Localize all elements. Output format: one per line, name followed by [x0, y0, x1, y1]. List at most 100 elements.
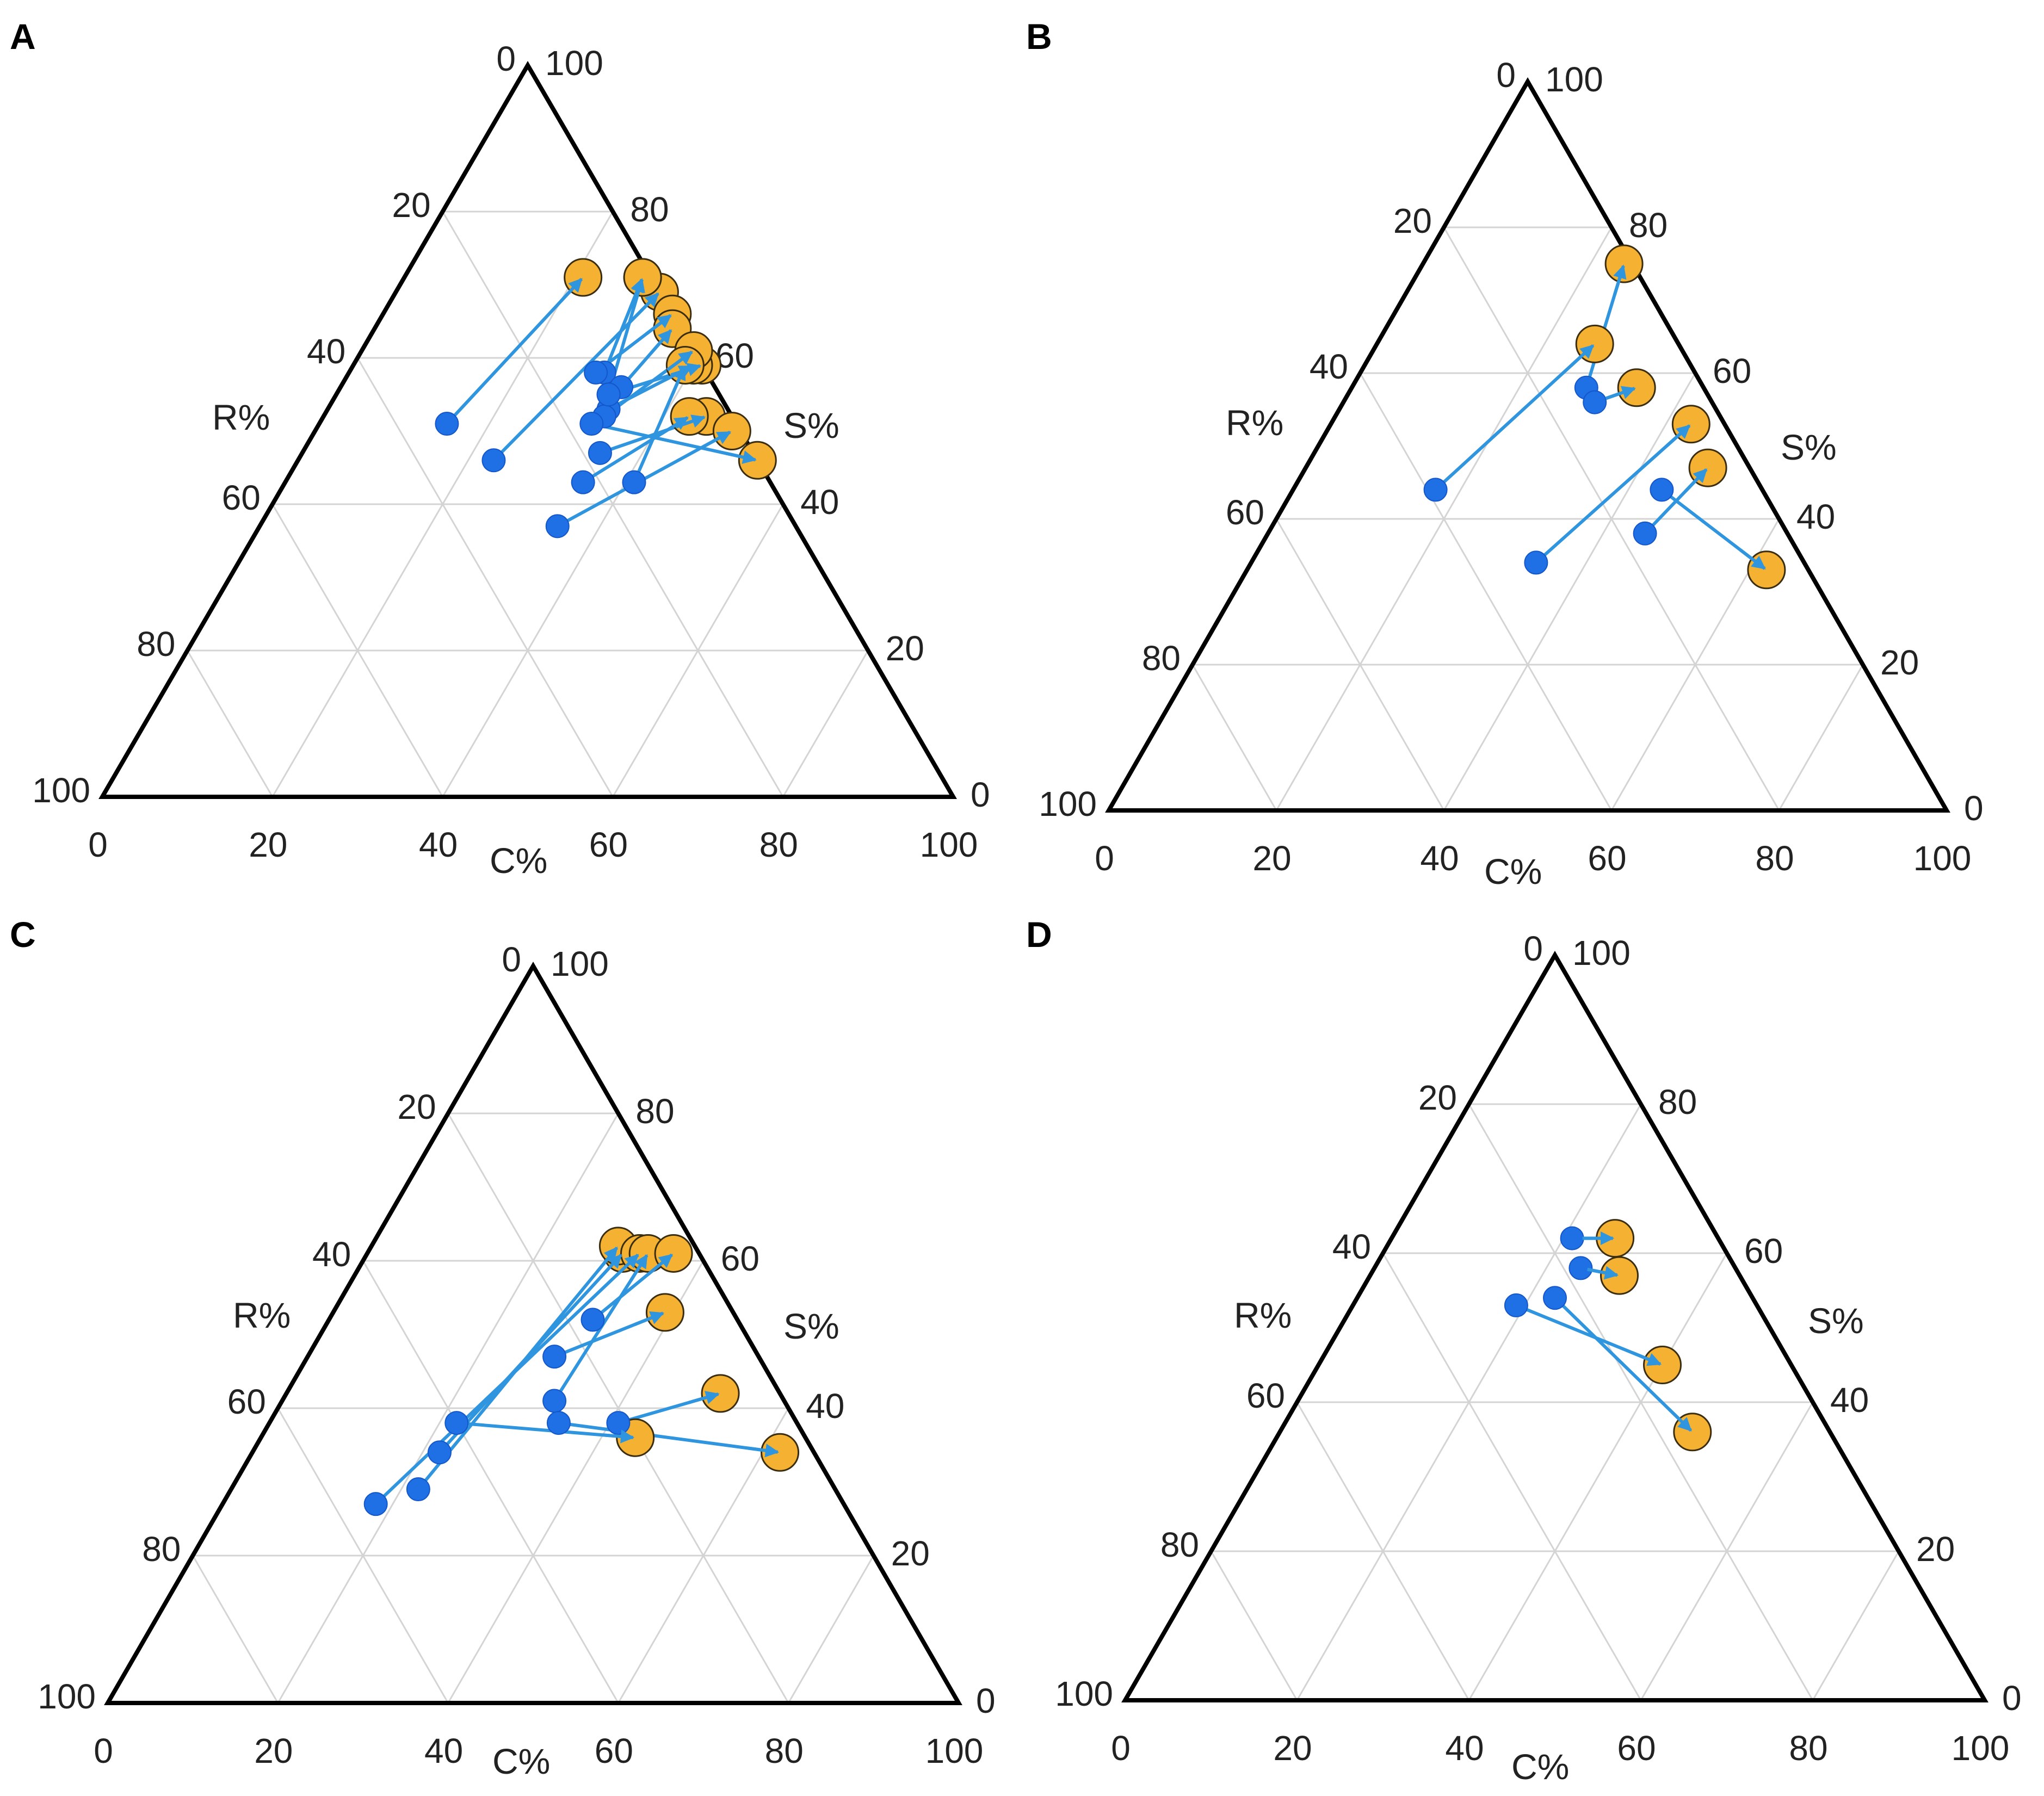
r-tick-label: 0: [502, 940, 521, 979]
shift-arrow-head: [725, 450, 757, 464]
before-point: [1583, 390, 1607, 414]
s-tick-label: 40: [800, 482, 839, 522]
after-point: [654, 1234, 693, 1273]
s-tick-label: 40: [1830, 1380, 1869, 1420]
shift-arrow-head: [1613, 264, 1627, 296]
c-tick-label: 40: [419, 825, 458, 864]
s-tick-label: 0: [976, 1681, 996, 1720]
shift-arrow-head: [1631, 1351, 1662, 1366]
shift-arrow-head: [670, 366, 686, 396]
c-tick-label: 60: [1617, 1729, 1656, 1768]
c-tick-label: 60: [1588, 839, 1626, 878]
before-point: [581, 1308, 605, 1332]
r-tick-label: 100: [1039, 784, 1097, 823]
before-point: [588, 441, 612, 465]
c-tick-label: 100: [1952, 1729, 2010, 1768]
triangle-frame: [1105, 77, 1950, 813]
s-axis-label: S%: [783, 1306, 839, 1346]
grid-line: [362, 1260, 619, 1704]
before-point: [596, 382, 621, 407]
after-point: [738, 441, 777, 480]
r-tick-label: 0: [1523, 929, 1543, 968]
c-tick-label: 100: [920, 825, 978, 864]
after-point: [1643, 1346, 1682, 1384]
grid-line: [271, 504, 443, 797]
shift-arrow-head: [602, 1429, 635, 1444]
shift-arrow-head: [688, 1391, 720, 1404]
r-axis-label: R%: [212, 397, 270, 437]
c-tick-label: 100: [1913, 839, 1972, 878]
c-tick-label: 0: [88, 825, 108, 864]
after-point: [645, 1293, 684, 1332]
before-point: [579, 412, 604, 436]
before-point: [1633, 521, 1657, 546]
before-point: [542, 1389, 567, 1413]
shift-arrow-head: [632, 278, 645, 309]
before-point: [1543, 1286, 1567, 1310]
shift-arrow-head: [1605, 386, 1636, 400]
grid-line: [1382, 1253, 1642, 1701]
after-point: [623, 258, 662, 297]
shift-arrow-head: [629, 1254, 649, 1282]
r-tick-label: 60: [1246, 1376, 1285, 1415]
shift-arrow-head: [1569, 344, 1595, 368]
shift-arrow-head: [747, 1444, 780, 1458]
shift-arrow-head: [559, 277, 583, 303]
r-tick-label: 80: [1160, 1525, 1199, 1564]
s-tick-label: 80: [1658, 1082, 1697, 1122]
shift-arrow-head: [645, 314, 672, 336]
r-tick-label: 80: [137, 624, 175, 664]
shift-arrow-head: [702, 430, 732, 448]
r-tick-label: 20: [1393, 201, 1432, 240]
r-tick-label: 20: [397, 1087, 436, 1126]
r-tick-label: 80: [1142, 639, 1181, 678]
c-tick-label: 80: [1789, 1729, 1827, 1768]
s-tick-label: 20: [886, 629, 924, 668]
grid-line: [1275, 518, 1445, 811]
s-tick-label: 40: [806, 1386, 844, 1426]
grid-line: [356, 357, 614, 797]
ternary-panel-b: B R% S% C% 0 0 0 20 20 20 40 40 40 60 60 60 80 80 80 10…: [1022, 0, 2043, 898]
before-point: [481, 448, 506, 473]
ternary-panel-d: D R% S% C% 0 0 0 20 20 20 40 40 40 60 60 60 80 80 80 10…: [1022, 898, 2043, 1796]
r-tick-label: 40: [307, 332, 345, 371]
shift-arrow: [452, 277, 583, 418]
shift-arrow-head: [634, 1311, 665, 1326]
r-tick-label: 40: [1332, 1227, 1371, 1266]
shift-arrow: [568, 1422, 780, 1458]
ternary-chart-c: C R% S% C% 0 0 0 20 20 20 40 40 40 60 60 60 80 80 80 10…: [10, 914, 996, 1781]
before-point: [622, 470, 646, 494]
panel-letter: B: [1026, 16, 1052, 57]
shift-arrow-head: [666, 350, 693, 371]
before-point: [571, 470, 595, 494]
s-tick-label: 20: [1916, 1529, 1955, 1569]
r-axis-label: R%: [1226, 402, 1283, 443]
grid-line: [447, 1260, 705, 1704]
s-tick-label: 20: [1880, 643, 1919, 682]
r-axis-label: R%: [1234, 1295, 1292, 1335]
before-point: [406, 1477, 430, 1502]
r-tick-label: 60: [1226, 493, 1264, 532]
shift-arrow: [565, 430, 732, 523]
c-tick-label: 80: [765, 1731, 804, 1770]
grid-line: [787, 1555, 874, 1704]
ternary-chart-b: B R% S% C% 0 0 0 20 20 20 40 40 40 60 60 60 80 80 80 10…: [1026, 16, 1984, 891]
grid-line: [612, 504, 784, 797]
shift-arrow-head: [1587, 1266, 1619, 1280]
after-point: [1600, 1256, 1639, 1295]
shift-arrow-head: [635, 292, 659, 317]
c-axis-label: C%: [492, 1741, 550, 1781]
r-tick-label: 40: [1310, 347, 1348, 386]
r-tick-label: 0: [1496, 55, 1516, 95]
shift-arrow-head: [1739, 548, 1766, 570]
before-point: [606, 1411, 631, 1435]
before-point: [1423, 478, 1448, 502]
c-tick-label: 60: [589, 825, 628, 864]
after-point: [1747, 550, 1786, 590]
before-point: [444, 1411, 469, 1435]
r-tick-label: 20: [392, 185, 430, 225]
s-tick-label: 60: [1713, 351, 1751, 391]
before-point: [427, 1440, 452, 1465]
before-point: [545, 514, 570, 538]
c-tick-label: 20: [1252, 839, 1291, 878]
